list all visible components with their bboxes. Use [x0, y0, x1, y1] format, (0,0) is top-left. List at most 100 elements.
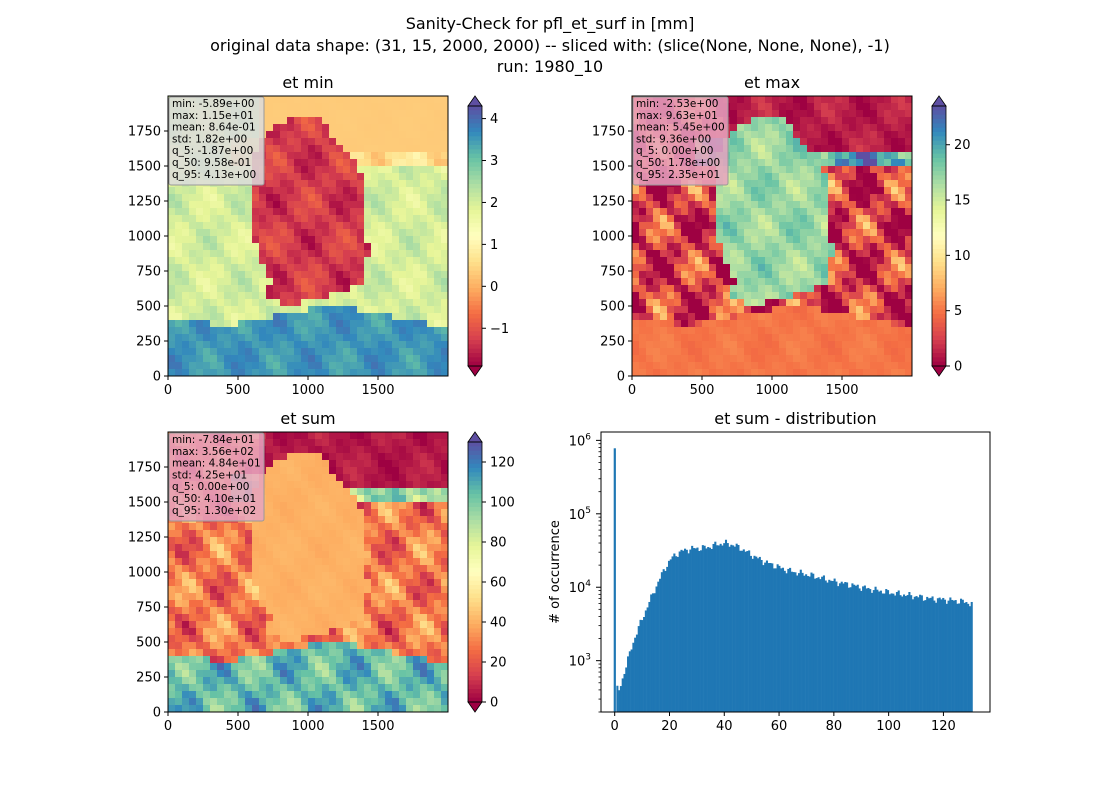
heatmap-cell	[420, 103, 427, 110]
heatmap-cell	[905, 152, 912, 159]
heatmap-cell	[343, 614, 350, 621]
heatmap-cell	[420, 446, 427, 453]
heatmap-cell	[413, 264, 420, 271]
heatmap-cell	[315, 103, 322, 110]
heatmap-cell	[294, 663, 301, 670]
heatmap-cell	[210, 194, 217, 201]
heatmap-cell	[385, 369, 392, 376]
heatmap-cell	[385, 250, 392, 257]
heatmap-cell	[653, 229, 660, 236]
heatmap-cell	[357, 453, 364, 460]
heatmap-cell	[392, 124, 399, 131]
heatmap-cell	[399, 621, 406, 628]
heatmap-cell	[744, 257, 751, 264]
heatmap-cell	[807, 124, 814, 131]
heatmap-cell	[786, 201, 793, 208]
heatmap-cell	[196, 530, 203, 537]
heatmap-cell	[210, 208, 217, 215]
heatmap-cell	[294, 313, 301, 320]
heatmap-cell	[231, 208, 238, 215]
heatmap-cell	[758, 124, 765, 131]
heatmap-cell	[667, 187, 674, 194]
heatmap-cell	[427, 579, 434, 586]
heatmap-cell	[301, 124, 308, 131]
colorbar-tick-label: 0	[954, 360, 962, 375]
heatmap-cell	[427, 502, 434, 509]
heatmap-cell	[371, 474, 378, 481]
colorbar-segment	[932, 227, 946, 232]
heatmap-cell	[406, 439, 413, 446]
heatmap-cell	[273, 299, 280, 306]
colorbar-segment	[468, 236, 482, 241]
heatmap-cell	[252, 579, 259, 586]
heatmap-cell	[168, 341, 175, 348]
heatmap-cell	[322, 684, 329, 691]
heatmap-cell	[842, 180, 849, 187]
heatmap-cell	[716, 285, 723, 292]
heatmap-cell	[877, 145, 884, 152]
heatmap-cell	[681, 201, 688, 208]
heatmap-cell	[406, 236, 413, 243]
heatmap-cell	[203, 292, 210, 299]
heatmap-cell	[385, 124, 392, 131]
heatmap-cell	[413, 530, 420, 537]
heatmap-cell	[350, 320, 357, 327]
heatmap-cell	[828, 285, 835, 292]
heatmap-cell	[245, 299, 252, 306]
heatmap-cell	[392, 334, 399, 341]
heatmap-cell	[273, 201, 280, 208]
heatmap-cell	[751, 229, 758, 236]
heatmap-cell	[863, 250, 870, 257]
heatmap-cell	[891, 341, 898, 348]
heatmap-cell	[434, 439, 441, 446]
heatmap-cell	[427, 278, 434, 285]
heatmap-cell	[758, 152, 765, 159]
heatmap-cell	[350, 593, 357, 600]
heatmap-cell	[434, 460, 441, 467]
heatmap-cell	[688, 222, 695, 229]
heatmap-cell	[343, 138, 350, 145]
heatmap-cell	[800, 180, 807, 187]
heatmap-cell	[196, 607, 203, 614]
heatmap-cell	[441, 691, 448, 698]
heatmap-cell	[884, 369, 891, 376]
heatmap-cell	[280, 677, 287, 684]
heatmap-cell	[856, 194, 863, 201]
heatmap-cell	[821, 215, 828, 222]
heatmap-cell	[350, 551, 357, 558]
heatmap-cell	[385, 96, 392, 103]
heatmap-cell	[203, 530, 210, 537]
heatmap-cell	[329, 579, 336, 586]
heatmap-cell	[378, 446, 385, 453]
heatmap-cell	[210, 320, 217, 327]
heatmap-cell	[793, 355, 800, 362]
heatmap-cell	[343, 215, 350, 222]
colorbar-segment	[932, 193, 946, 198]
heatmap-cell	[413, 642, 420, 649]
heatmap-cell	[287, 222, 294, 229]
heatmap-cell	[898, 341, 905, 348]
heatmap-cell	[350, 614, 357, 621]
heatmap-cell	[420, 96, 427, 103]
heatmap-cell	[737, 187, 744, 194]
heatmap-cell	[427, 96, 434, 103]
heatmap-cell	[315, 362, 322, 369]
heatmap-cell	[280, 313, 287, 320]
heatmap-cell	[259, 285, 266, 292]
heatmap-cell	[793, 341, 800, 348]
heatmap-cell	[385, 327, 392, 334]
heatmap-cell	[294, 215, 301, 222]
heatmap-cell	[357, 292, 364, 299]
heatmap-cell	[793, 292, 800, 299]
heatmap-cell	[898, 278, 905, 285]
heatmap-cell	[336, 635, 343, 642]
heatmap-cell	[427, 621, 434, 628]
colorbar-segment	[932, 167, 946, 172]
heatmap-cell	[315, 516, 322, 523]
heatmap-cell	[315, 509, 322, 516]
heatmap-cell	[420, 341, 427, 348]
heatmap-cell	[434, 579, 441, 586]
heatmap-cell	[308, 292, 315, 299]
heatmap-cell	[870, 299, 877, 306]
heatmap-cell	[294, 124, 301, 131]
